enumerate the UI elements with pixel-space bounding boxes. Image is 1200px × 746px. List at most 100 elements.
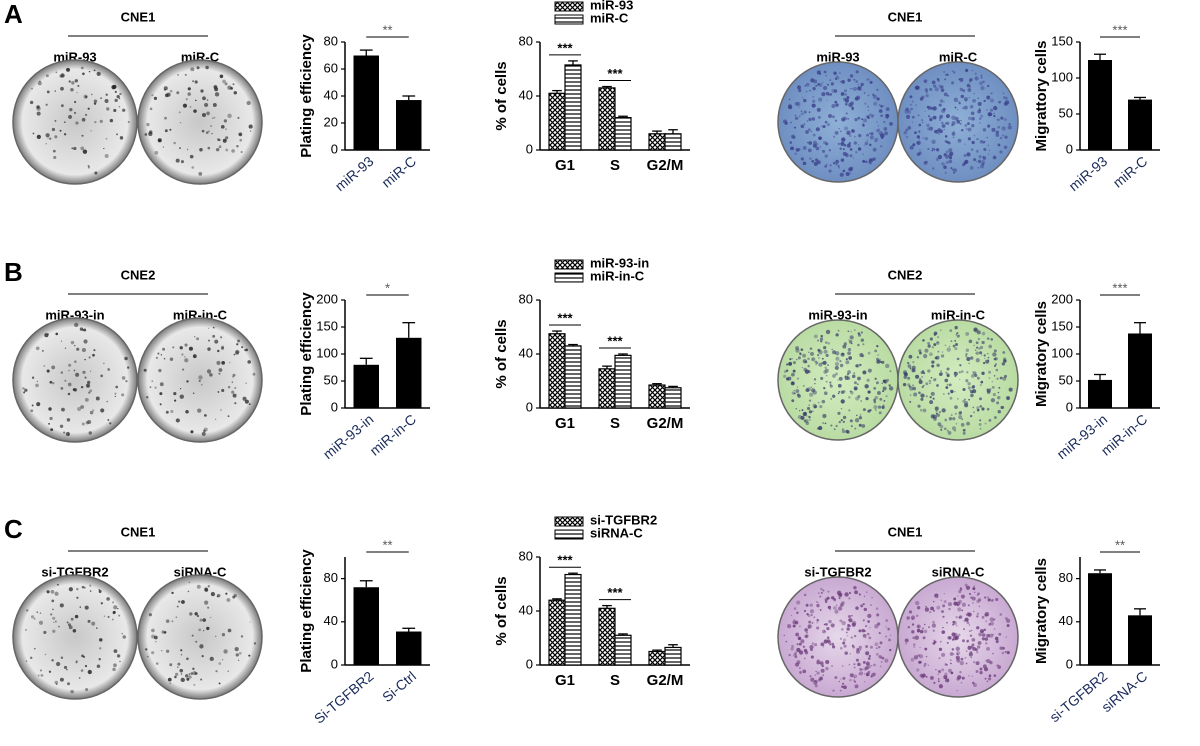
- dish-dot: [820, 591, 823, 594]
- dish-dot: [963, 105, 968, 110]
- dish-dot: [814, 383, 816, 385]
- dish-dot: [880, 104, 884, 108]
- dish-dot: [835, 76, 840, 80]
- dish-dot: [933, 148, 936, 151]
- dish-dot: [1002, 646, 1005, 650]
- dish-dot: [979, 428, 982, 430]
- dish-dot: [175, 616, 178, 619]
- dish-dot: [889, 648, 892, 652]
- dish-dot: [795, 662, 800, 667]
- y-tick-label: 0: [331, 399, 338, 414]
- dish-dot: [846, 95, 850, 100]
- dish-dot: [80, 405, 84, 409]
- dish-dot: [845, 360, 850, 365]
- dish-dot: [822, 674, 824, 676]
- dish-dot: [66, 418, 71, 422]
- dish-dot: [820, 587, 823, 591]
- legend-label: si-TGFBR2: [590, 512, 657, 527]
- dish-dot: [80, 146, 85, 151]
- dish-dot: [932, 106, 937, 111]
- dish-dot: [81, 347, 87, 353]
- dish-dot: [109, 422, 112, 425]
- dish-dot: [965, 379, 969, 383]
- dish-dot: [961, 129, 964, 132]
- dish-dot: [941, 124, 946, 128]
- dish-dot: [960, 423, 965, 427]
- error-bar: [1134, 322, 1146, 334]
- dish-dot: [232, 393, 237, 398]
- dish-dot: [30, 409, 34, 413]
- dish-dot: [50, 613, 53, 616]
- dish-dot: [225, 136, 229, 140]
- dish-dot: [827, 590, 830, 593]
- bar: [664, 646, 682, 666]
- dish-dot: [992, 633, 995, 636]
- dish-dot: [993, 628, 996, 630]
- dish-dot: [807, 624, 812, 629]
- dish-dot: [796, 377, 800, 380]
- dish-dot: [36, 111, 41, 116]
- dish-dot: [956, 604, 959, 607]
- significance-label: ***: [607, 585, 623, 600]
- dish-dot: [84, 664, 88, 668]
- error-bar: [652, 130, 662, 134]
- y-tick-label: 80: [324, 33, 338, 48]
- dish-dot: [815, 146, 820, 151]
- dish-dot: [919, 629, 924, 634]
- dish-dot: [159, 403, 162, 406]
- dish-dot: [214, 92, 220, 97]
- dish-dot: [175, 672, 179, 677]
- dish-dot: [199, 618, 203, 622]
- dish-dot: [874, 642, 879, 647]
- dish-dot: [809, 347, 812, 350]
- dish-dot: [956, 332, 959, 335]
- dish-dot: [929, 382, 931, 385]
- dish-dot: [825, 659, 830, 665]
- dish-dot: [223, 119, 227, 123]
- dish-dot: [952, 653, 955, 656]
- dish-dot: [823, 623, 826, 626]
- dish-dot: [212, 326, 215, 329]
- error-bar: [668, 129, 678, 134]
- dish-dot: [793, 607, 797, 610]
- dish-dot: [944, 140, 947, 143]
- legend-swatch: [554, 259, 584, 270]
- dish-dot: [912, 386, 917, 391]
- dish-image: [12, 574, 138, 700]
- dish-dot: [944, 154, 950, 159]
- dish-dot: [997, 125, 1001, 129]
- dish-dot: [973, 585, 976, 587]
- dish-dot: [247, 360, 251, 364]
- dish-dot: [958, 371, 961, 374]
- dish-dot: [947, 668, 952, 673]
- significance-label: *: [385, 280, 390, 295]
- dish-dot: [907, 361, 910, 365]
- dish-dot: [832, 394, 836, 398]
- dish-dot: [35, 383, 39, 388]
- dish-dot: [921, 375, 924, 378]
- dish-dot: [905, 642, 908, 645]
- significance-label: ***: [1112, 280, 1127, 295]
- dish-dot: [179, 668, 184, 673]
- dish-dot: [149, 386, 152, 389]
- dish-dot: [190, 67, 195, 72]
- dish-dot: [876, 613, 880, 617]
- dish-dot: [785, 640, 788, 643]
- dish-dot: [862, 153, 864, 155]
- dish-dot: [927, 342, 930, 345]
- dish-dot: [972, 646, 977, 651]
- dish-dot: [954, 347, 958, 351]
- dish-dot: [830, 623, 835, 628]
- dish-dot: [885, 363, 890, 369]
- dish-dot: [848, 339, 850, 341]
- dish-dot: [208, 339, 210, 342]
- dish-dot: [986, 680, 989, 683]
- dish-dot: [923, 664, 926, 668]
- dish-dot: [916, 628, 921, 632]
- dish-dot: [219, 74, 224, 79]
- dish-dot: [93, 102, 97, 105]
- dish-dot: [840, 419, 843, 422]
- dish-dot: [843, 685, 847, 690]
- bar: [1088, 379, 1112, 408]
- dish-dot: [995, 133, 1000, 137]
